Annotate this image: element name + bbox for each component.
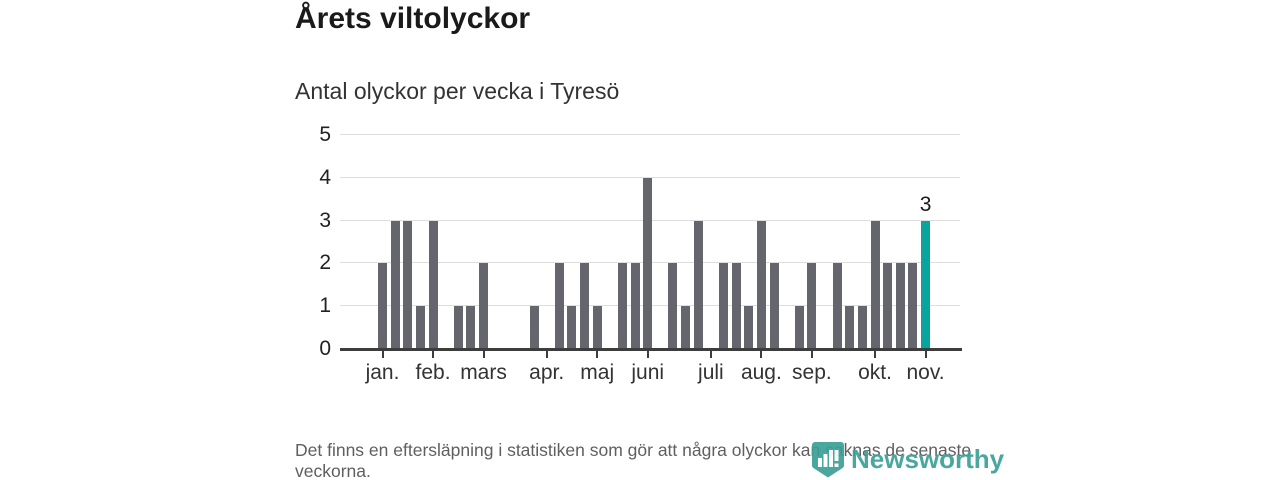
bar-week-18	[592, 306, 602, 349]
bar-week-25	[681, 306, 691, 349]
x-tick-aug	[760, 351, 763, 358]
bar-week-1	[378, 263, 387, 349]
bar-week-2	[390, 220, 400, 349]
bar-week-15	[554, 263, 564, 349]
bar-week-42	[895, 263, 905, 349]
x-axis-label-sep: sep.	[792, 361, 832, 384]
chart-card: Årets viltolyckor Antal olyckor per veck…	[295, 0, 1004, 480]
x-axis-label-okt: okt.	[858, 361, 892, 384]
bar-week-35	[807, 263, 817, 349]
x-axis-label-aug: aug.	[740, 361, 782, 384]
bar-week-41	[883, 263, 893, 349]
bar-week-13	[529, 306, 539, 349]
x-axis-label-feb: feb.	[415, 361, 451, 384]
bar-current-week-44	[921, 220, 931, 349]
bar-week-8	[466, 306, 476, 349]
x-tick-mars	[482, 351, 485, 358]
x-tick-maj	[596, 351, 599, 358]
x-axis-label-juni: juni	[631, 361, 665, 384]
bar-chart-plot: 0 1 2 3 4 5 3 jan. feb. mars apr. maj juni juli aug. se…	[319, 124, 962, 384]
bar-week-21	[630, 263, 640, 349]
chart-subtitle: Antal olyckor per vecka i Tyresö	[295, 78, 620, 104]
x-tick-juni	[646, 351, 649, 358]
newsworthy-logo: Newsworthy	[811, 441, 1004, 479]
bar-week-28	[719, 263, 728, 349]
y-axis-label-1: 1	[319, 294, 331, 318]
y-axis-label-4: 4	[319, 165, 331, 189]
bar-week-30	[744, 306, 754, 349]
y-axis-label-0: 0	[319, 337, 331, 360]
bar-week-5	[428, 220, 438, 349]
x-tick-nov	[924, 351, 927, 358]
y-axis-label-5: 5	[319, 123, 331, 146]
x-tick-feb	[432, 351, 435, 358]
y-axis-label-3: 3	[319, 208, 331, 232]
bar-week-3	[403, 220, 413, 349]
footnote: Det finns en eftersläpning i statistiken…	[295, 440, 972, 480]
x-axis-label-nov: nov.	[906, 361, 945, 384]
bar-week-29	[731, 263, 741, 349]
bar-week-16	[567, 306, 577, 349]
bar-week-39	[857, 306, 867, 349]
highlight-value-label: 3	[919, 192, 932, 216]
bar-week-9	[479, 263, 489, 349]
x-axis-label-apr: apr.	[529, 361, 565, 384]
bar-week-31	[756, 220, 766, 349]
bar-week-34	[794, 306, 804, 349]
x-axis-label-maj: maj	[580, 361, 615, 384]
bar-week-26	[693, 220, 703, 349]
bar-week-43	[908, 263, 918, 349]
y-axis-label-2: 2	[319, 251, 331, 275]
x-axis-label-jan: jan.	[365, 361, 400, 384]
bar-week-20	[617, 263, 627, 349]
bar-week-4	[415, 306, 425, 349]
bar-week-24	[668, 263, 678, 349]
x-tick-jan	[381, 351, 384, 358]
bar-week-22	[643, 177, 653, 349]
x-tick-apr	[545, 351, 548, 358]
page-title: Årets viltolyckor	[295, 2, 531, 35]
bar-week-7	[453, 306, 463, 349]
x-axis-line	[340, 348, 962, 351]
gridline-y-5	[340, 134, 960, 135]
x-tick-okt	[874, 351, 877, 358]
bar-week-17	[580, 263, 590, 349]
bar-chart: 0 1 2 3 4 5 3 jan. feb. mars apr. maj juni juli aug. se…	[319, 124, 962, 384]
bar-week-37	[832, 263, 842, 349]
gridline-y-4	[340, 176, 960, 178]
newsworthy-pin-barchart-icon	[812, 442, 844, 478]
bar-week-38	[845, 306, 855, 349]
x-tick-sep	[810, 351, 813, 358]
newsworthy-logo-text: Newsworthy	[851, 444, 1005, 474]
x-axis-label-mars: mars	[460, 361, 507, 384]
x-tick-juli	[709, 351, 712, 358]
x-axis-label-juli: juli	[698, 361, 724, 384]
bar-week-32	[769, 263, 779, 349]
bar-week-40	[870, 220, 880, 349]
